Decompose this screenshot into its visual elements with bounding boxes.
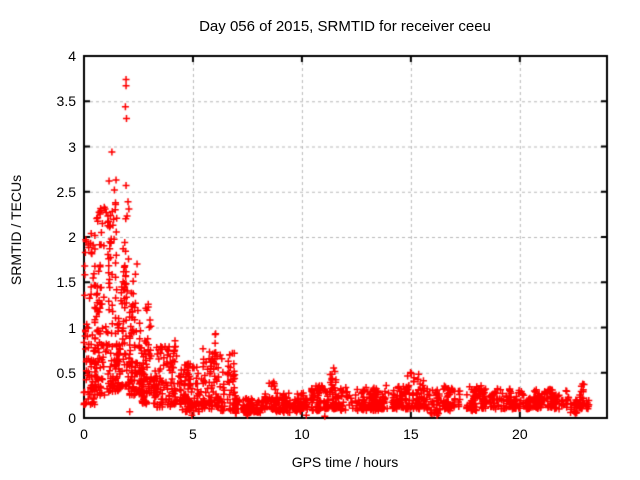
y-tick-label: 1 — [68, 319, 76, 336]
y-tick-label: 0 — [68, 410, 76, 426]
y-tick-label: 0.5 — [56, 364, 76, 381]
y-tick-label: 3.5 — [56, 93, 76, 110]
y-tick-label: 2.5 — [56, 183, 76, 200]
y-tick-label: 1.5 — [56, 274, 76, 291]
chart-title: Day 056 of 2015, SRMTID for receiver cee… — [199, 18, 491, 35]
x-tick-label: 10 — [294, 426, 310, 442]
y-tick-label: 3 — [68, 138, 76, 155]
x-tick-label: 0 — [80, 426, 88, 442]
y-tick-label: 2 — [68, 229, 76, 245]
x-tick-label: 20 — [512, 426, 528, 442]
x-tick-label: 15 — [403, 426, 419, 442]
y-tick-label: 4 — [68, 48, 76, 64]
y-axis-title: SRMTID / TECUs — [8, 174, 24, 286]
x-axis-title: GPS time / hours — [291, 454, 399, 470]
x-tick-label: 5 — [189, 426, 197, 442]
